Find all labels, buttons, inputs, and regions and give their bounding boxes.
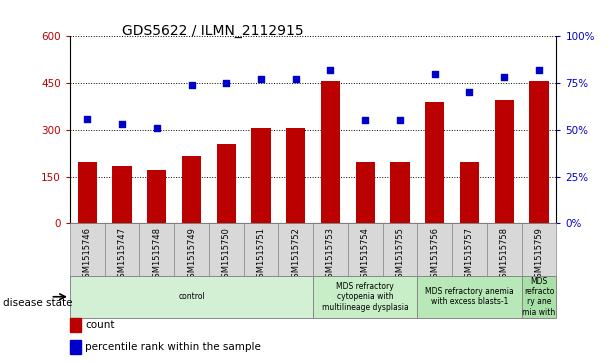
- Bar: [495, 100, 514, 223]
- Bar: [348, 223, 382, 276]
- Bar: [70, 276, 313, 318]
- Text: GSM1515759: GSM1515759: [534, 227, 544, 283]
- Point: [83, 116, 92, 122]
- Point: [117, 121, 127, 127]
- Point: [465, 90, 474, 95]
- Text: MDS
refracto
ry ane
mia with: MDS refracto ry ane mia with: [522, 277, 556, 317]
- Bar: [382, 223, 417, 276]
- Text: GSM1515754: GSM1515754: [361, 227, 370, 283]
- Text: GSM1515756: GSM1515756: [430, 227, 439, 283]
- Bar: [147, 170, 167, 223]
- Text: MDS refractory
cytopenia with
multilineage dysplasia: MDS refractory cytopenia with multilinea…: [322, 282, 409, 312]
- Point: [256, 76, 266, 82]
- Text: GSM1515749: GSM1515749: [187, 227, 196, 283]
- Bar: [321, 81, 340, 223]
- Bar: [522, 276, 556, 318]
- Bar: [452, 223, 487, 276]
- Bar: [244, 223, 278, 276]
- Text: count: count: [85, 320, 115, 330]
- Bar: [417, 276, 522, 318]
- Text: GDS5622 / ILMN_2112915: GDS5622 / ILMN_2112915: [122, 24, 303, 38]
- Point: [361, 118, 370, 123]
- Bar: [425, 102, 444, 223]
- Point: [187, 82, 196, 88]
- Bar: [390, 163, 410, 223]
- Point: [534, 67, 544, 73]
- Bar: [139, 223, 174, 276]
- Bar: [174, 223, 209, 276]
- Text: MDS refractory anemia
with excess blasts-1: MDS refractory anemia with excess blasts…: [425, 287, 514, 306]
- Point: [395, 118, 405, 123]
- Point: [430, 71, 440, 77]
- Bar: [105, 223, 139, 276]
- Text: GSM1515752: GSM1515752: [291, 227, 300, 283]
- Bar: [216, 144, 236, 223]
- Point: [221, 80, 231, 86]
- Text: control: control: [178, 292, 205, 301]
- Bar: [460, 163, 479, 223]
- Bar: [417, 223, 452, 276]
- Text: disease state: disease state: [3, 298, 72, 308]
- Text: GSM1515748: GSM1515748: [152, 227, 161, 283]
- Bar: [252, 128, 271, 223]
- Text: GSM1515751: GSM1515751: [257, 227, 266, 283]
- Bar: [313, 276, 417, 318]
- Text: GSM1515750: GSM1515750: [222, 227, 231, 283]
- Text: GSM1515755: GSM1515755: [395, 227, 404, 283]
- Text: GSM1515758: GSM1515758: [500, 227, 509, 283]
- Bar: [313, 223, 348, 276]
- Bar: [209, 223, 244, 276]
- Point: [326, 67, 336, 73]
- Bar: [78, 163, 97, 223]
- Point: [152, 125, 162, 131]
- Bar: [487, 223, 522, 276]
- Point: [499, 74, 509, 80]
- Bar: [286, 128, 305, 223]
- Bar: [522, 223, 556, 276]
- Bar: [356, 163, 375, 223]
- Text: GSM1515753: GSM1515753: [326, 227, 335, 283]
- Bar: [182, 156, 201, 223]
- Text: GSM1515747: GSM1515747: [117, 227, 126, 283]
- Bar: [530, 81, 548, 223]
- Point: [291, 76, 300, 82]
- Text: percentile rank within the sample: percentile rank within the sample: [85, 342, 261, 352]
- Text: GSM1515757: GSM1515757: [465, 227, 474, 283]
- Bar: [112, 166, 131, 223]
- Text: GSM1515746: GSM1515746: [83, 227, 92, 283]
- Bar: [70, 223, 105, 276]
- Bar: [278, 223, 313, 276]
